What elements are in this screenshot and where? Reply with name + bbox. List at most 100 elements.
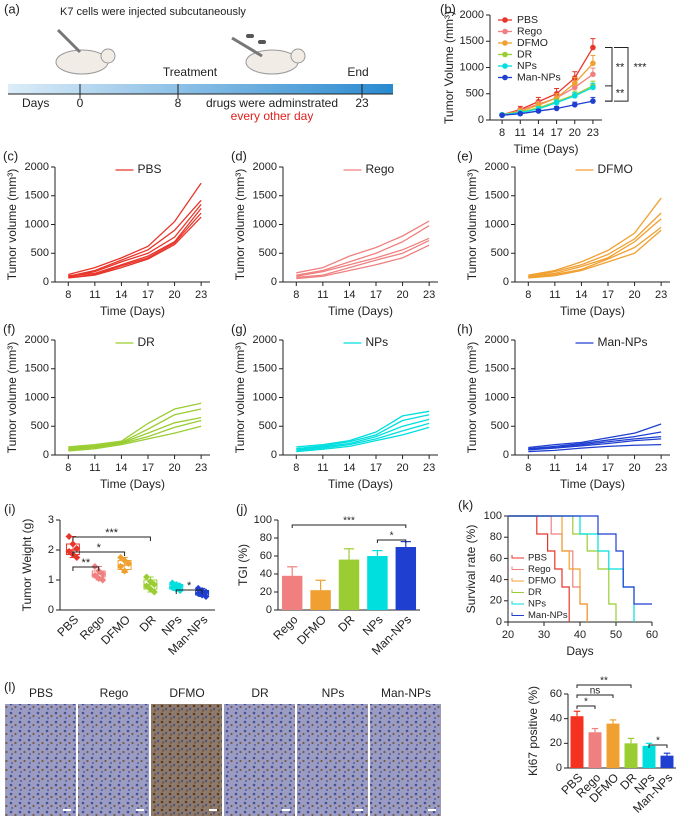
bar: [395, 547, 417, 610]
panel-label: (i): [4, 501, 16, 516]
y-tick-label: 80: [260, 532, 272, 544]
significance-bracket: [576, 684, 632, 688]
significance-bracket: [576, 694, 614, 698]
day-label: 8: [175, 96, 182, 110]
legend-label: Rego: [366, 162, 395, 176]
line: [501, 47, 594, 116]
micrograph: [297, 704, 368, 816]
significance-bracket: [576, 705, 596, 709]
y-tick-label: 0: [556, 762, 562, 774]
line: [528, 197, 662, 276]
point: [73, 545, 81, 552]
line: [296, 220, 430, 274]
y-axis-label: Tumor volume (mm³): [465, 169, 479, 281]
image-title: Rego: [100, 686, 129, 700]
timeline: [8, 84, 393, 94]
legend-marker: [502, 28, 508, 35]
x-tick-label: 50: [610, 629, 622, 641]
bar: [310, 590, 331, 610]
treatment-text: Treatment: [163, 65, 218, 79]
y-tick-label: 1500: [253, 363, 277, 375]
line: [68, 419, 202, 451]
x-tick-label: 8: [65, 462, 71, 474]
y-tick-label: 0: [271, 276, 277, 288]
y-tick-label: 60: [490, 552, 502, 564]
y-axis-label: TGI (%): [236, 544, 250, 586]
x-tick-label: 14: [532, 127, 544, 139]
y-tick-label: 1: [48, 574, 54, 586]
x-tick-label: 8: [525, 289, 531, 301]
mouse-head: [100, 48, 116, 64]
x-tick-label: 17: [370, 462, 382, 474]
x-tick-label: 14: [343, 289, 355, 301]
panel-label: (k): [458, 497, 473, 512]
y-tick-label: 0: [503, 276, 509, 288]
x-tick-label: 20: [396, 462, 408, 474]
marker: [499, 112, 505, 119]
line: [296, 426, 430, 453]
y-axis-label: Tumor Volume (mm³): [442, 11, 456, 124]
mouse: [55, 49, 109, 75]
bar: [281, 575, 303, 610]
y-tick-label: 20: [490, 595, 502, 607]
x-tick-label: 60: [646, 629, 658, 641]
x-tick-label: 40: [574, 629, 586, 641]
y-tick-label: 0: [496, 616, 502, 628]
y-tick-label: 100: [484, 510, 502, 522]
x-tick-label: 30: [538, 629, 550, 641]
legend-label: NPs: [528, 599, 546, 610]
y-tick-label: 2000: [460, 9, 484, 21]
line: [68, 216, 202, 279]
annotation: *: [187, 580, 192, 592]
line: [296, 237, 430, 277]
x-tick-label: 20: [168, 462, 180, 474]
x-tick-label: 14: [115, 462, 127, 474]
x-tick-label: 20: [569, 127, 581, 139]
mouse-head: [290, 48, 306, 64]
legend-label: PBS: [138, 162, 162, 176]
y-tick-label: 500: [466, 88, 484, 100]
line: [502, 86, 594, 116]
significance-bracket: [648, 744, 668, 748]
micrograph: [370, 704, 441, 816]
annotation: ***: [105, 527, 119, 539]
x-axis-label: Time (Days): [328, 477, 393, 491]
x-tick-label: 17: [550, 127, 562, 139]
x-tick-label: 20: [396, 289, 408, 301]
x-tick-label: PBS: [54, 612, 81, 639]
y-axis-label: Tumor volume (mm³): [465, 342, 479, 454]
bar: [338, 559, 360, 610]
survival-line: [508, 515, 588, 622]
y-tick-label: 0: [478, 114, 484, 126]
bar: [660, 755, 674, 768]
y-tick-label: 60: [260, 550, 272, 562]
legend-marker: [502, 17, 508, 23]
marker: [571, 93, 578, 99]
legend-label: Rego: [517, 25, 542, 37]
panel-label: (e): [457, 148, 473, 163]
x-axis-label: Days: [566, 644, 593, 658]
legend-line: [511, 589, 524, 593]
y-tick-label: 1000: [460, 61, 484, 73]
y-tick-label: 40: [550, 713, 562, 725]
y-tick-label: 20: [550, 737, 562, 749]
y-tick-label: 1500: [485, 363, 509, 375]
panel-label: (f): [3, 321, 15, 336]
bar: [606, 723, 620, 768]
y-tick-label: 0: [43, 276, 49, 288]
y-axis-label: Tumor Weight (g): [20, 519, 34, 612]
line: [296, 414, 430, 450]
marker: [535, 108, 542, 114]
y-tick-label: 80: [490, 531, 502, 543]
significance-bracket: [72, 536, 151, 541]
x-axis-label: Time (Days): [560, 304, 625, 318]
x-tick-label: 17: [602, 289, 614, 301]
x-tick-label: 23: [195, 289, 207, 301]
bar: [624, 743, 638, 768]
y-axis-label: Survival rate (%): [464, 525, 478, 614]
y-tick-label: 2000: [253, 161, 277, 173]
legend-marker: [502, 63, 508, 69]
x-tick-label: 17: [142, 462, 154, 474]
line: [528, 431, 662, 450]
line: [528, 444, 662, 453]
